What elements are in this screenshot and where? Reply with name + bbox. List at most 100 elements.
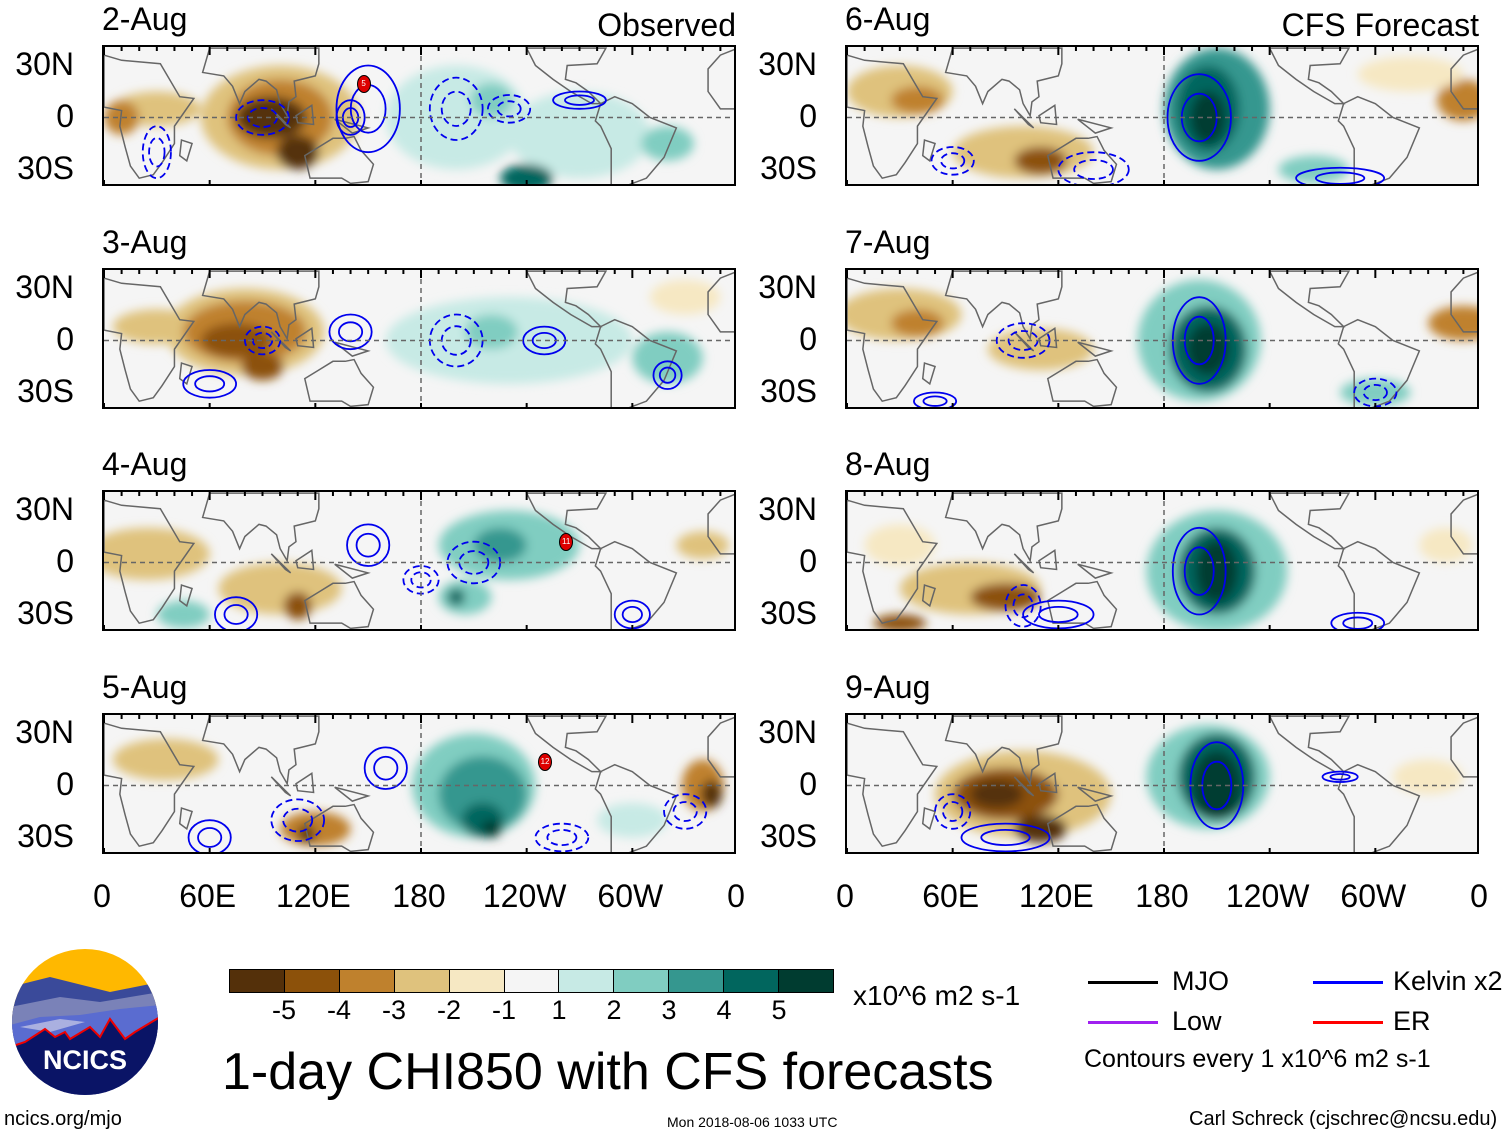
- coastline: [707, 716, 734, 778]
- legend-line-low: [1088, 1021, 1158, 1024]
- coastline: [295, 549, 315, 571]
- kelvin-contour: [1012, 593, 1034, 619]
- kelvin-contour: [197, 827, 223, 848]
- kelvin-contour: [930, 146, 975, 176]
- anomaly-region: [480, 820, 503, 838]
- coastline: [104, 54, 196, 180]
- latitude-label: 30S: [760, 373, 817, 409]
- legend-label-mjo: MJO: [1172, 966, 1229, 996]
- anomaly-region: [1014, 146, 1068, 175]
- longitude-label: 120E: [1018, 878, 1094, 914]
- anomaly-region: [1195, 539, 1238, 603]
- map-panel: [845, 45, 1479, 186]
- colorbar-swatch: [559, 970, 615, 992]
- coastline: [201, 47, 320, 119]
- colorbar-tick-label: 2: [606, 995, 622, 1025]
- legend-label-low: Low: [1172, 1006, 1222, 1036]
- longitude-label: 120E: [275, 878, 351, 914]
- kelvin-contour: [182, 369, 237, 399]
- coastline: [1268, 715, 1351, 773]
- kelvin-contour: [458, 550, 490, 575]
- kelvin-contour: [1166, 73, 1232, 162]
- coastline: [104, 499, 196, 625]
- latitude-label: 0: [799, 98, 817, 134]
- coastline: [178, 362, 193, 386]
- legend-label-kelvin: Kelvin x2: [1393, 966, 1503, 996]
- colorbar-tick-label: 3: [661, 995, 677, 1025]
- ncics-logo: NCICS: [12, 949, 158, 1095]
- kelvin-contour: [652, 360, 683, 390]
- kelvin-contour: [1295, 166, 1386, 184]
- latitude-label: 0: [56, 321, 74, 357]
- coastline: [270, 108, 292, 129]
- tropical-cyclone-marker: 12: [538, 752, 553, 771]
- anomaly-region: [447, 588, 466, 606]
- anomaly-region: [280, 811, 351, 847]
- longitude-label: 120W: [482, 878, 567, 914]
- anomaly-region: [500, 164, 554, 184]
- latitude-label: 0: [799, 543, 817, 579]
- column-label: Observed: [597, 7, 736, 43]
- longitude-label: 0: [1470, 878, 1488, 914]
- coastline: [270, 331, 292, 352]
- coastline: [707, 48, 734, 110]
- anomaly-region: [473, 527, 527, 563]
- kelvin-contour: [663, 793, 708, 830]
- coastline: [1013, 776, 1035, 797]
- site-url[interactable]: ncics.org/mjo: [4, 1108, 122, 1130]
- coastline: [921, 362, 936, 386]
- kelvin-contour: [335, 64, 401, 154]
- contour-note: Contours every 1 x10^6 m2 s-1: [1084, 1045, 1431, 1073]
- colorbar-tick-label: -3: [381, 995, 407, 1025]
- longitude-label: 180: [1135, 878, 1189, 914]
- panel-date-label: 7-Aug: [845, 224, 931, 260]
- coastline: [303, 803, 375, 852]
- anomaly-region: [649, 279, 721, 315]
- kelvin-contour: [1073, 159, 1114, 180]
- kelvin-contour: [1057, 151, 1130, 184]
- anomaly-region: [970, 780, 1024, 809]
- map-panel: [102, 490, 736, 631]
- anomaly-region: [987, 328, 1094, 370]
- kelvin-contour: [658, 366, 677, 384]
- latitude-label: 0: [799, 321, 817, 357]
- anomaly-region: [641, 126, 694, 161]
- kelvin-contour: [428, 76, 484, 141]
- colorbar-swatch: [284, 970, 340, 992]
- colorbar-swatch: [669, 970, 725, 992]
- coastline: [104, 277, 196, 403]
- kelvin-contour: [187, 819, 232, 852]
- latitude-label: 30S: [17, 595, 74, 631]
- anomaly-region: [1186, 323, 1230, 376]
- anomaly-region: [1419, 527, 1473, 563]
- legend-line-er: [1313, 1021, 1383, 1024]
- anomaly-region: [276, 134, 319, 170]
- anomaly-region: [1357, 56, 1464, 92]
- coastline: [1038, 772, 1058, 794]
- kelvin-contour: [942, 801, 964, 822]
- kelvin-contour: [1362, 383, 1388, 402]
- tropical-cyclone-marker: 11: [559, 533, 574, 552]
- coastline: [334, 341, 371, 357]
- coastline: [1077, 563, 1114, 579]
- kelvin-contour: [1183, 546, 1215, 596]
- credit: Carl Schreck (cjschrec@ncsu.edu): [1189, 1108, 1498, 1130]
- kelvin-contour: [282, 807, 314, 833]
- anomaly-region: [283, 591, 312, 620]
- anomaly-region: [465, 314, 518, 350]
- kelvin-contour: [1038, 605, 1079, 624]
- coastline: [303, 580, 375, 629]
- anomaly-region: [1340, 378, 1411, 407]
- timestamp: Mon 2018-08-06 1033 UTC: [667, 1114, 838, 1130]
- map-panel: [102, 268, 736, 409]
- anomaly-region: [241, 352, 284, 381]
- coastline: [201, 715, 320, 787]
- legend-line-mjo: [1088, 981, 1158, 984]
- coastline: [334, 563, 371, 579]
- coastline: [1013, 553, 1035, 574]
- coastline: [847, 54, 939, 180]
- coastline: [1046, 135, 1118, 184]
- longitude-label: 0: [93, 878, 111, 914]
- latitude-label: 30N: [758, 714, 817, 750]
- coastline: [295, 772, 315, 794]
